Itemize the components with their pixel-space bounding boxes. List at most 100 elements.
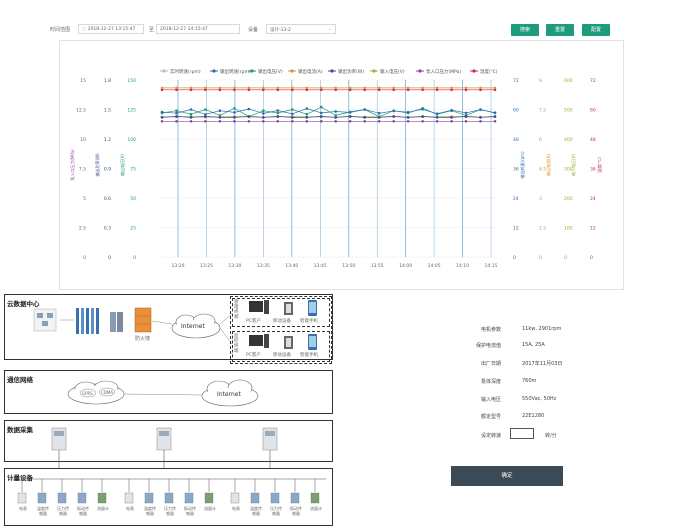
meter-icon [230, 492, 240, 504]
collector-icon [51, 427, 278, 451]
config-button[interactable]: 配置 [582, 24, 610, 36]
data-point [175, 120, 178, 123]
data-point [363, 120, 367, 123]
meter-graphic [10, 478, 326, 504]
right-axis-tick: 60 [513, 108, 519, 114]
legend-dot [290, 69, 294, 73]
data-point [189, 112, 193, 116]
time-separator: 至 [149, 27, 155, 33]
left-axis-tick: 125 [127, 108, 136, 114]
vibration-sensor-icon [290, 492, 300, 504]
legend-label: 输出电压(V) [258, 68, 283, 75]
meter-device-label: 电表 [126, 506, 134, 511]
x-tick-label: 13:45 [314, 263, 327, 269]
device-select[interactable]: 设计-13-2 ⌄ [266, 24, 336, 34]
data-point [160, 120, 164, 123]
cloud-center-panel: 云数据中心 [4, 294, 333, 360]
speed-input[interactable] [510, 428, 534, 439]
data-point [247, 88, 251, 92]
meter-device-label: 温度传感器 [37, 506, 49, 516]
start-time-input[interactable]: ▢ 2018-12-27 13:15:47 [78, 24, 144, 34]
chart-panel: 实时转速(rpm) 输出转速(rpm) 输出电压(V) 输出电流(A) 输出功率(W) 输… [59, 40, 624, 290]
right-axis-tick: 0 [590, 255, 593, 261]
data-collect-title: 数据采集 [7, 426, 33, 434]
terminal-devices-graphic [249, 300, 317, 350]
x-tick-label: 14:15 [485, 263, 498, 269]
meter-device-label: 振动传感器 [290, 506, 302, 516]
data-point [406, 110, 410, 114]
reset-button[interactable]: 重置 [546, 24, 574, 36]
data-point [276, 115, 280, 118]
cdma-label: CDMA [101, 390, 114, 395]
info-value: 550Vac, 50Hz [522, 396, 557, 402]
legend-dot [330, 69, 334, 73]
mobile-device-icon [284, 302, 293, 349]
right-axis-tick: 48 [590, 137, 596, 143]
data-point [291, 88, 294, 92]
meter-device-label: 压力传感器 [270, 506, 282, 516]
data-point [204, 88, 207, 92]
meter-device-label: 流量计 [310, 506, 322, 511]
data-point [493, 111, 497, 114]
right-axis-title: 输入电压(V) [570, 154, 576, 176]
data-point [291, 108, 294, 111]
info-value: 15A, 25A [522, 342, 545, 348]
data-point [204, 86, 207, 90]
right-axis-title: 输出电流(A) [545, 154, 551, 176]
data-point [450, 108, 453, 112]
data-point [262, 86, 265, 90]
data-point [320, 111, 323, 115]
right-axis-title: 温度(℃) [596, 157, 602, 173]
data-point [377, 88, 381, 92]
manage-terminal-label: 管理终端 [234, 300, 239, 320]
confirm-button[interactable]: 确定 [451, 466, 563, 486]
info-label: 保护电流值 [475, 343, 501, 349]
data-point [464, 111, 468, 115]
data-point [392, 115, 396, 118]
data-point [406, 116, 410, 119]
left-axis-tick: 0 [108, 255, 111, 261]
meter-device-label: 振动传感器 [77, 506, 89, 516]
data-point [233, 116, 236, 119]
network-panel: 通信网络 [4, 370, 333, 414]
meter-device-label: 温度传感器 [144, 506, 156, 516]
mobile-device-label: 移动设备 [273, 319, 291, 324]
data-point [479, 120, 482, 123]
left-axis-tick: 5 [83, 196, 86, 202]
left-axis-tick: 1.2 [104, 137, 111, 143]
data-point [421, 108, 424, 111]
flowmeter-icon [97, 492, 107, 504]
right-axis-tick: 1.5 [539, 226, 546, 232]
data-point [363, 116, 367, 119]
data-point [233, 86, 236, 90]
data-point [204, 115, 207, 118]
data-point [334, 120, 338, 123]
search-button[interactable]: 搜索 [511, 24, 539, 36]
data-point [189, 120, 193, 123]
info-label: 输入电压 [480, 397, 501, 403]
data-point [406, 120, 410, 123]
data-point [276, 86, 280, 90]
meter-device-label: 电表 [19, 506, 27, 511]
legend-label: 温度(℃) [480, 68, 498, 75]
right-axis-tick: 500 [564, 108, 573, 114]
data-point [262, 109, 265, 112]
legend-label: 输入电压(V) [380, 68, 405, 75]
left-axis-tick: 15 [80, 78, 86, 84]
right-axis-tick: 36 [590, 167, 596, 173]
pc-client-icon [249, 300, 269, 348]
left-axis-tick: 75 [130, 167, 136, 173]
data-point [218, 86, 222, 90]
data-point [334, 88, 338, 92]
data-point [363, 88, 367, 92]
data-point [291, 112, 294, 116]
data-point [233, 88, 236, 92]
data-point [421, 86, 424, 90]
data-point [247, 107, 251, 111]
data-point [320, 115, 323, 118]
line-chart: 实时转速(rpm) 输出转速(rpm) 输出电压(V) 输出电流(A) 输出功率(W) 输… [69, 68, 602, 269]
data-point [464, 115, 468, 118]
end-time-input[interactable]: 2018-12-27 14:15:47 [156, 24, 240, 34]
data-point [392, 120, 396, 123]
left-axis-title: 输出功率(W) [94, 153, 100, 177]
